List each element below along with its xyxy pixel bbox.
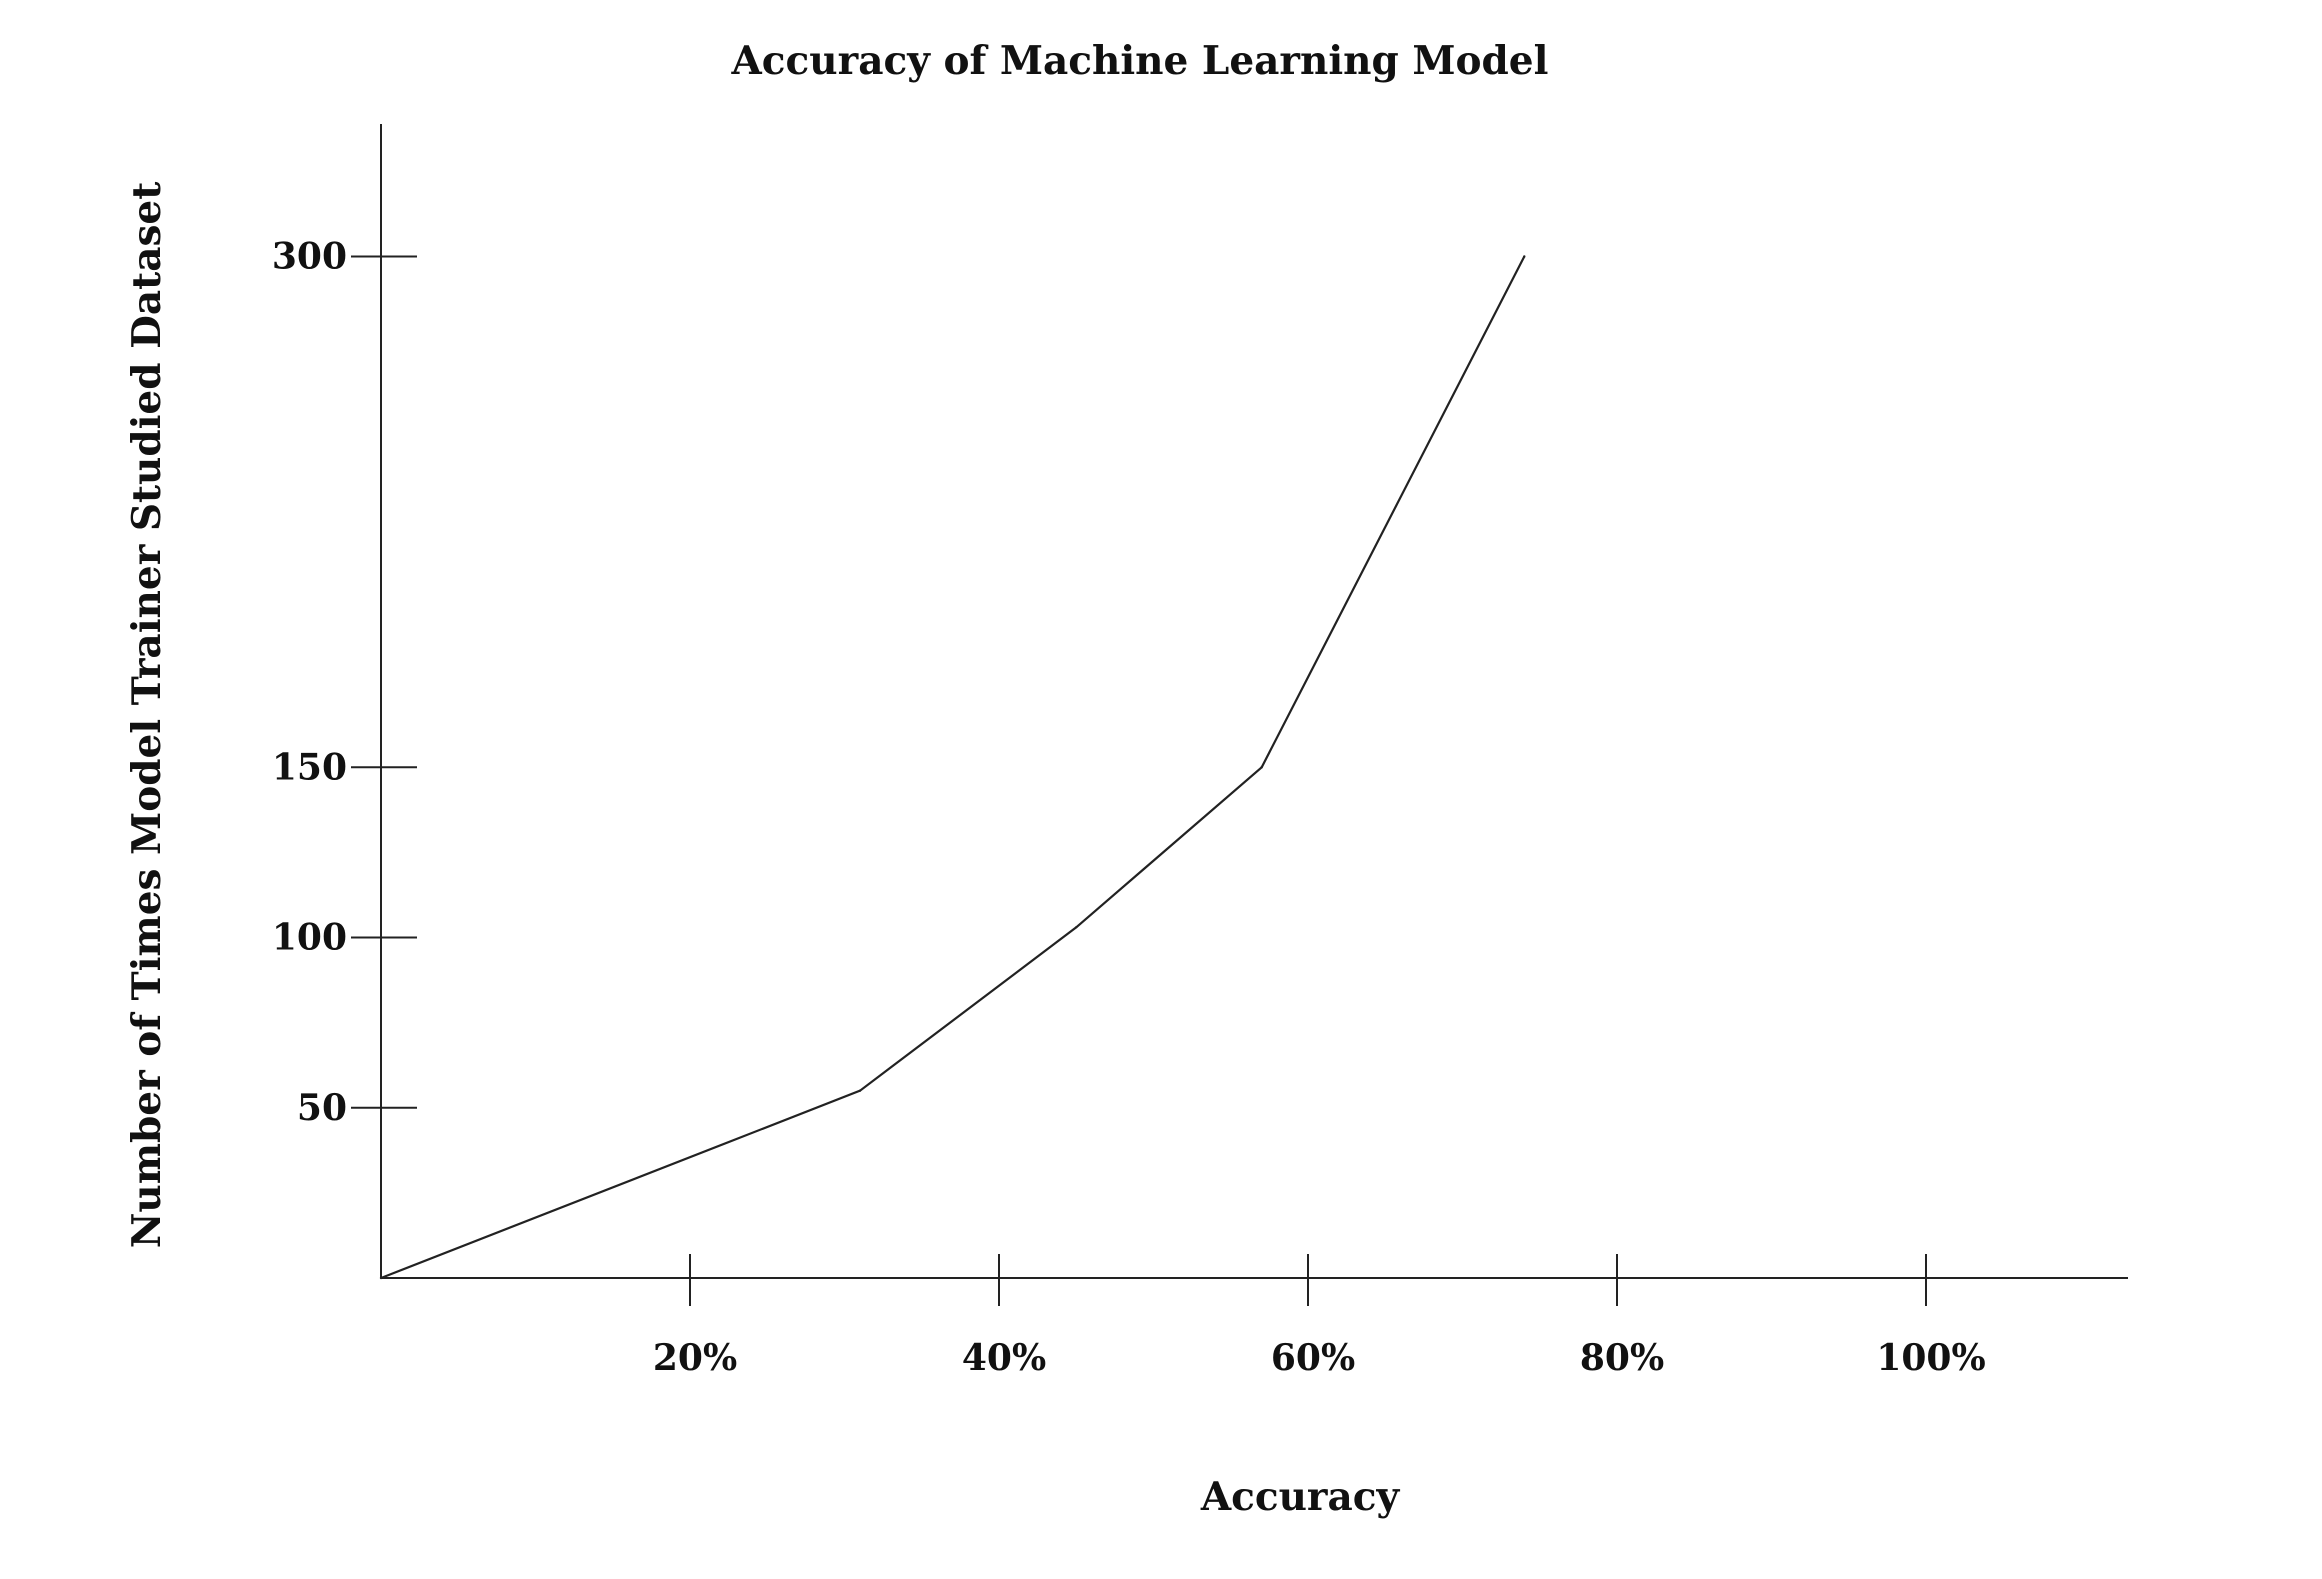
- series-layer: [379, 255, 1526, 1280]
- x-tick-label: 20%: [653, 1337, 737, 1379]
- data-point: [1523, 255, 1526, 258]
- y-ticks: 50 100 150 300: [272, 236, 417, 1129]
- x-tick-label: 60%: [1271, 1337, 1355, 1379]
- y-axis-label: Number of Times Model Trainer Studied Da…: [124, 182, 170, 1249]
- x-tick-label: 80%: [1580, 1337, 1664, 1379]
- y-tick-label: 300: [272, 236, 347, 278]
- x-tick-label: 100%: [1876, 1337, 1985, 1379]
- chart-title: Accuracy of Machine Learning Model: [731, 38, 1549, 84]
- data-point: [858, 1089, 862, 1092]
- data-point: [1260, 766, 1263, 769]
- data-point: [1075, 926, 1078, 929]
- y-tick-label: 150: [272, 746, 347, 788]
- axes: [380, 124, 2128, 1279]
- x-axis-label: Accuracy: [1200, 1474, 1401, 1520]
- y-tick-label: 100: [272, 917, 347, 959]
- y-tick-label: 50: [297, 1087, 347, 1129]
- data-point: [379, 1276, 383, 1280]
- x-tick-label: 40%: [962, 1337, 1046, 1379]
- x-ticks: 20% 40% 60% 80% 100%: [653, 1254, 1986, 1379]
- series-line: [380, 255, 1526, 1280]
